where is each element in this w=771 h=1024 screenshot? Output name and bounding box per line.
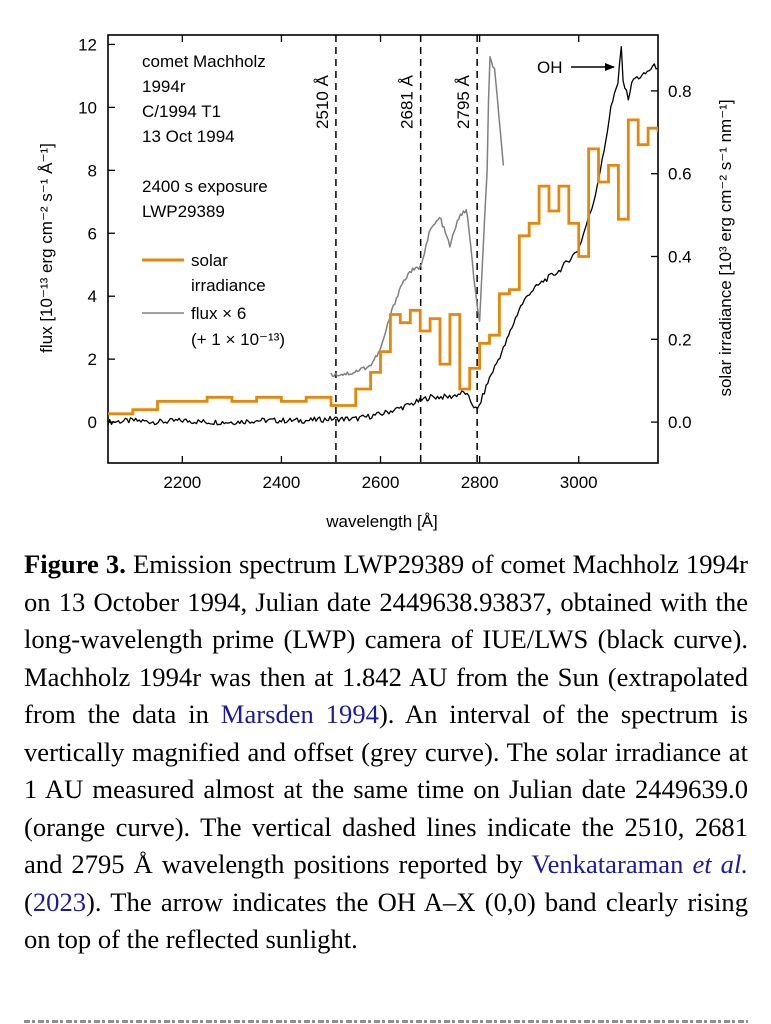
legend-flux-label-2: (+ 1 × 10⁻¹³) bbox=[191, 330, 285, 349]
y-axis-label-left: flux [10⁻¹³ erg cm⁻² s⁻¹ Å⁻¹] bbox=[37, 143, 56, 353]
ref-venkataraman-link[interactable]: Venkataraman et al. bbox=[531, 849, 748, 879]
y-tick-label-right: 0.6 bbox=[668, 165, 692, 184]
caption-text-2: ). An interval of the spectrum is vertic… bbox=[24, 699, 749, 879]
y-tick-label-right: 0.2 bbox=[668, 330, 692, 349]
figure-caption: Figure 3. Emission spectrum LWP29389 of … bbox=[24, 546, 748, 959]
y-tick-label-right: 0.4 bbox=[668, 247, 692, 266]
caption-text-3: ( bbox=[24, 886, 33, 917]
ref-venkataraman-etal: et al. bbox=[692, 849, 748, 879]
legend-solar-label-2: irradiance bbox=[191, 276, 266, 295]
next-text-line-cutoff bbox=[24, 1016, 748, 1024]
y-tick-label-left: 4 bbox=[88, 287, 97, 306]
wavelength-marker-label: 2681 Å bbox=[398, 74, 417, 129]
ref-venkataraman-author: Venkataraman bbox=[531, 849, 693, 879]
y-tick-label-right: 0.0 bbox=[668, 413, 692, 432]
y-tick-label-left: 6 bbox=[88, 224, 97, 243]
x-tick-label: 2400 bbox=[263, 473, 301, 492]
solar-irradiance-curve bbox=[108, 118, 658, 416]
info-line-4: 13 Oct 1994 bbox=[142, 127, 235, 146]
y-axis-label-right: solar irradiance [10³ erg cm⁻² s⁻¹ nm⁻¹] bbox=[716, 99, 735, 396]
info-line-6: LWP29389 bbox=[142, 202, 225, 221]
comet-flux-curve bbox=[108, 46, 658, 426]
info-line-5: 2400 s exposure bbox=[142, 177, 268, 196]
x-tick-label: 3000 bbox=[560, 473, 598, 492]
wavelength-marker-label: 2795 Å bbox=[454, 74, 473, 129]
info-line-3: C/1994 T1 bbox=[142, 102, 221, 121]
magnified-flux-curve bbox=[330, 56, 505, 378]
caption-label: Figure 3. bbox=[24, 549, 126, 579]
caption-text-1: Emission spectrum LWP29389 of comet Mach… bbox=[24, 549, 748, 729]
info-line-2: 1994r bbox=[142, 77, 186, 96]
legend-flux-label-1: flux × 6 bbox=[191, 304, 246, 323]
x-tick-label: 2800 bbox=[461, 473, 499, 492]
spectrum-chart: 2200 2400 2600 2800 3000 0 2 4 6 8 10 12 0.0 0.2 0.4 0.… bbox=[37, 34, 735, 531]
y-tick-label-left: 12 bbox=[78, 35, 97, 54]
y-tick-label-left: 0 bbox=[88, 413, 97, 432]
y-tick-label-right: 0.8 bbox=[668, 82, 692, 101]
info-line-1: comet Machholz bbox=[142, 52, 266, 71]
x-tick-label: 2200 bbox=[163, 473, 201, 492]
x-axis-label: wavelength [Å] bbox=[325, 512, 438, 531]
ref-2023-link[interactable]: 2023 bbox=[32, 886, 87, 917]
plot-frame bbox=[107, 34, 659, 464]
y-tick-label-left: 2 bbox=[88, 350, 97, 369]
ref-marsden-link[interactable]: Marsden 1994 bbox=[220, 699, 379, 729]
oh-label: OH bbox=[537, 58, 563, 77]
y-tick-label-left: 10 bbox=[78, 98, 97, 117]
x-tick-label: 2600 bbox=[362, 473, 400, 492]
caption-text-4: ). The arrow indicates the OH A–X (0,0) … bbox=[24, 886, 748, 955]
wavelength-marker-label: 2510 Å bbox=[313, 74, 332, 129]
y-tick-label-left: 8 bbox=[88, 161, 97, 180]
legend-solar-label-1: solar bbox=[191, 251, 228, 270]
